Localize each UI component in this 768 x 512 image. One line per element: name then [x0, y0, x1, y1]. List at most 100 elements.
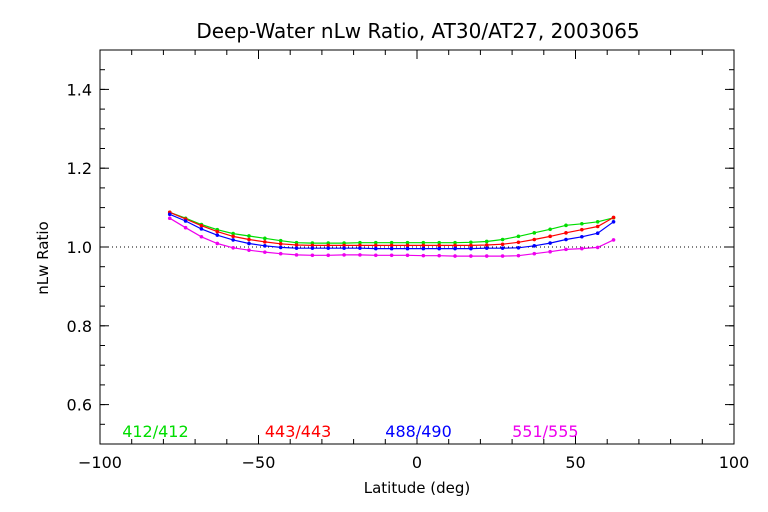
data-point — [580, 227, 584, 232]
data-point — [453, 254, 457, 258]
data-point — [358, 246, 362, 250]
series-layer — [167, 210, 616, 258]
data-point — [326, 246, 331, 250]
data-point — [421, 246, 426, 251]
data-point — [263, 244, 267, 248]
data-point — [595, 245, 600, 250]
data-point — [231, 238, 235, 242]
series-4 — [167, 216, 616, 258]
data-point — [199, 227, 204, 231]
y-tick-label: 1.0 — [67, 238, 92, 257]
data-point — [484, 243, 489, 247]
data-point — [263, 250, 267, 254]
data-point — [437, 240, 441, 245]
data-point — [595, 231, 600, 236]
data-point — [484, 239, 489, 244]
data-point — [278, 242, 283, 246]
data-point — [611, 219, 616, 224]
series-2 — [167, 210, 616, 248]
y-tick-label: 1.4 — [67, 80, 92, 99]
data-point — [342, 243, 346, 248]
data-point — [358, 240, 362, 245]
data-point — [421, 243, 426, 248]
data-point — [278, 238, 283, 243]
data-point — [500, 237, 505, 242]
data-point — [199, 223, 204, 228]
data-point — [215, 241, 220, 246]
data-point — [437, 246, 441, 251]
data-point — [373, 243, 378, 248]
data-point — [469, 243, 473, 248]
x-axis-label: Latitude (deg) — [364, 479, 470, 497]
data-point — [484, 246, 489, 250]
data-point — [373, 246, 378, 251]
data-point — [373, 253, 378, 258]
data-point — [564, 247, 568, 252]
data-point — [580, 234, 584, 239]
data-point — [548, 227, 552, 232]
data-point — [167, 212, 172, 217]
legend: 412/412 443/443 488/490 551/555 — [122, 422, 578, 441]
data-point — [373, 240, 378, 245]
data-point — [405, 246, 410, 251]
x-tick-label: 100 — [719, 453, 750, 472]
data-point — [389, 246, 394, 251]
data-point — [421, 253, 426, 258]
data-point — [342, 246, 346, 250]
data-point — [310, 243, 315, 248]
data-point — [247, 241, 251, 246]
data-point — [516, 245, 521, 250]
data-point — [453, 240, 457, 245]
data-point — [564, 223, 568, 228]
data-point — [183, 219, 188, 223]
data-point — [532, 251, 537, 256]
data-point — [167, 216, 172, 221]
data-point — [326, 243, 331, 248]
data-point — [294, 253, 299, 257]
data-point — [278, 245, 283, 250]
data-point — [247, 237, 251, 242]
legend-entry: 412/412 — [122, 422, 188, 441]
data-point — [342, 253, 346, 257]
data-point — [405, 253, 410, 258]
x-tick-label: 0 — [412, 453, 422, 472]
data-point — [469, 246, 473, 251]
data-point — [231, 234, 235, 239]
series-line — [169, 211, 614, 244]
data-point — [580, 221, 584, 226]
data-point — [389, 243, 394, 248]
data-point — [580, 246, 584, 251]
data-point — [215, 233, 220, 237]
data-point — [516, 253, 521, 258]
data-point — [389, 253, 394, 258]
legend-entry: 488/490 — [385, 422, 451, 441]
data-point — [358, 253, 362, 257]
data-point — [564, 231, 568, 235]
data-point — [421, 240, 426, 245]
data-point — [500, 242, 505, 247]
data-point — [548, 234, 552, 239]
tick-labels: −100 −50 0 50 100 0.6 0.8 1.0 1.2 1.4 — [67, 80, 750, 472]
data-point — [532, 231, 537, 235]
data-point — [548, 241, 552, 245]
y-tick-label: 0.8 — [67, 317, 92, 336]
x-tick-label: 50 — [565, 453, 585, 472]
x-tick-label: −50 — [242, 453, 276, 472]
data-point — [183, 225, 188, 230]
y-tick-label: 0.6 — [67, 396, 92, 415]
data-point — [532, 244, 537, 248]
data-point — [389, 240, 394, 245]
data-point — [247, 234, 251, 238]
data-point — [294, 246, 299, 250]
data-point — [278, 251, 283, 256]
data-point — [548, 249, 552, 254]
data-point — [247, 248, 251, 252]
data-point — [231, 245, 235, 250]
data-point — [263, 240, 267, 244]
data-point — [437, 253, 441, 258]
axis-ticks — [99, 49, 735, 445]
data-point — [595, 224, 600, 229]
data-point — [469, 254, 473, 258]
data-point — [326, 253, 331, 258]
data-point — [231, 231, 235, 236]
